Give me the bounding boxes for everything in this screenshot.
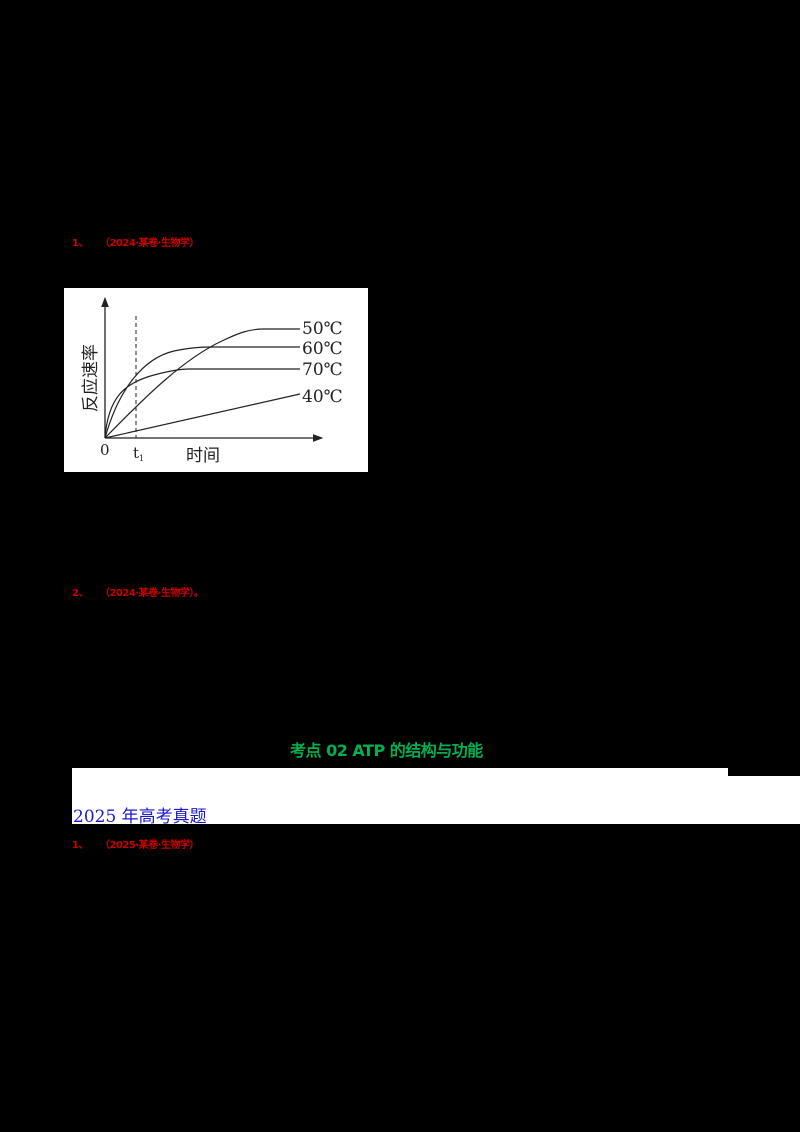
question-source: （2024·某卷·生物学）	[100, 238, 199, 249]
question-2-label: 2、 （2024·某卷·生物学）。	[72, 584, 204, 599]
origin-label: 0	[100, 441, 110, 459]
year-subheading: 2025 年高考真题	[73, 807, 207, 827]
legend-50c: 50℃	[302, 319, 343, 339]
question-source: （2025·某卷·生物学）	[100, 840, 199, 851]
question-1-label: 1、 （2024·某卷·生物学）	[72, 234, 199, 249]
y-axis-label: 反应速率	[81, 344, 101, 412]
legend-60c: 60℃	[302, 339, 343, 359]
section-heading: 考点 02 ATP 的结构与功能	[290, 741, 483, 760]
chart-svg: 50℃ 60℃ 70℃ 40℃ 0 t1 时间 反应速率	[81, 296, 343, 466]
x-axis-label: 时间	[186, 446, 220, 466]
section-band	[72, 776, 800, 824]
series-50c-line	[104, 328, 300, 439]
question-number: 1、	[72, 238, 88, 249]
series-70c-line	[104, 368, 300, 439]
reaction-rate-chart: 50℃ 60℃ 70℃ 40℃ 0 t1 时间 反应速率	[64, 288, 368, 472]
question-number: 2、	[72, 588, 88, 599]
legend-40c: 40℃	[302, 387, 343, 407]
section-band-top	[72, 768, 728, 776]
question-3-label: 1、 （2025·某卷·生物学）	[72, 836, 199, 851]
legend-70c: 70℃	[302, 360, 343, 380]
series-60c-line	[104, 346, 300, 439]
question-source: （2024·某卷·生物学）。	[100, 588, 204, 599]
t1-label: t1	[133, 444, 144, 463]
question-number: 1、	[72, 840, 88, 851]
series-40c-line	[104, 393, 301, 439]
